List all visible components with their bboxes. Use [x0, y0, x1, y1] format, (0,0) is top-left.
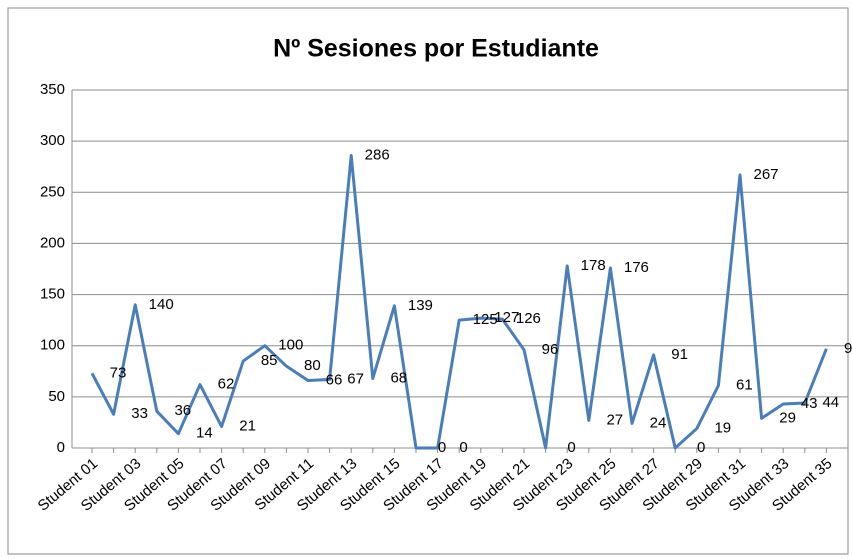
data-label: 62	[218, 376, 235, 393]
data-label: 80	[304, 357, 321, 374]
data-label: 73	[110, 364, 127, 381]
data-label: 21	[239, 417, 256, 434]
y-tick-label: 150	[40, 286, 65, 303]
data-label: 14	[196, 425, 213, 442]
data-label: 44	[822, 394, 839, 411]
data-label: 267	[753, 166, 778, 183]
data-label: 36	[174, 402, 191, 419]
chart-border	[7, 7, 849, 555]
data-label: 178	[581, 257, 606, 274]
data-label: 0	[459, 439, 467, 456]
data-label: 61	[736, 377, 753, 394]
y-tick-label: 250	[40, 183, 65, 200]
data-label: 43	[801, 395, 818, 412]
y-tick-label: 50	[48, 388, 65, 405]
data-label: 19	[714, 420, 731, 437]
data-label: 91	[671, 346, 688, 363]
y-tick-label: 300	[40, 132, 65, 149]
data-label: 68	[390, 369, 407, 386]
data-label: 24	[650, 414, 667, 431]
data-label: 0	[697, 439, 705, 456]
data-label: 126	[516, 310, 541, 327]
data-label: 286	[365, 146, 390, 163]
data-label: 96	[542, 341, 559, 358]
data-label: 27	[606, 411, 623, 428]
y-tick-label: 350	[40, 81, 65, 98]
data-label: 140	[149, 296, 174, 313]
data-label: 97	[844, 340, 852, 357]
data-line	[90, 153, 828, 450]
data-label: 127	[494, 309, 519, 326]
data-label: 33	[131, 405, 148, 422]
y-tick-label: 100	[40, 337, 65, 354]
data-label: 67	[347, 370, 364, 387]
data-label: 176	[624, 259, 649, 276]
data-label: 0	[567, 439, 575, 456]
data-label: 66	[326, 371, 343, 388]
data-label: 125	[473, 311, 498, 328]
data-label: 100	[278, 337, 303, 354]
data-label: 0	[438, 439, 446, 456]
y-tick-label: 200	[40, 234, 65, 251]
data-label: 29	[779, 409, 796, 426]
data-label: 85	[261, 352, 278, 369]
y-tick-label: 0	[57, 439, 65, 456]
chart-title: Nº Sesiones por Estudiante	[273, 35, 599, 63]
data-label: 139	[408, 297, 433, 314]
